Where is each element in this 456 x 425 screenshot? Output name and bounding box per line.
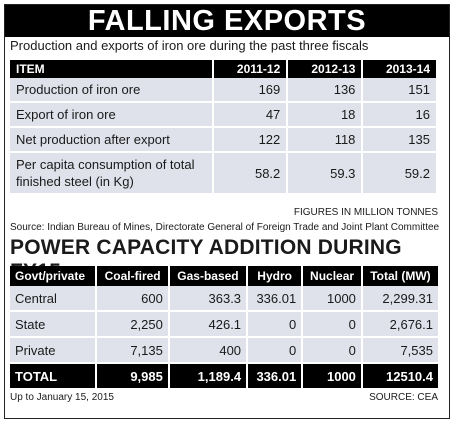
table-row: State 2,250 426.1 0 0 2,676.1 <box>10 312 438 338</box>
cell-value: 12510.4 <box>362 364 438 390</box>
table2-header-coal-fired: Coal-fired <box>97 266 170 286</box>
table2-header-hydro: Hydro <box>248 266 304 286</box>
cell-value: 169 <box>214 78 289 103</box>
table1-header-row: ITEM 2011-12 2012-13 2013-14 <box>10 60 436 78</box>
table1-header-2013-14: 2013-14 <box>363 60 436 78</box>
row-label: Private <box>10 338 98 364</box>
row-label: Production of iron ore <box>10 78 214 103</box>
cell-value: 336.01 <box>248 364 304 390</box>
cell-value: 151 <box>363 78 436 103</box>
row-label: TOTAL <box>10 364 98 390</box>
cell-value: 336.01 <box>248 286 304 312</box>
row-label: State <box>10 312 98 338</box>
cell-value: 400 <box>169 338 249 364</box>
table-row: Net production after export 122 118 135 <box>10 128 436 153</box>
cell-value: 2,250 <box>97 312 170 338</box>
table1-header-2012-13: 2012-13 <box>288 60 364 78</box>
cell-value: 59.3 <box>288 153 364 195</box>
row-label: Export of iron ore <box>10 103 214 128</box>
cell-value: 9,985 <box>97 364 170 390</box>
table2-source: SOURCE: CEA <box>369 392 438 403</box>
cell-value: 0 <box>248 338 304 364</box>
cell-value: 59.2 <box>363 153 436 195</box>
cell-value: 2,299.31 <box>362 286 438 312</box>
table1-header-item: ITEM <box>10 60 214 78</box>
table-row: Production of iron ore 169 136 151 <box>10 78 436 103</box>
table-row: Per capita consumption of total finished… <box>10 153 436 195</box>
table-row: Private 7,135 400 0 0 7,535 <box>10 338 438 364</box>
cell-value: 1,189.4 <box>169 364 249 390</box>
table-row: Export of iron ore 47 18 16 <box>10 103 436 128</box>
row-label: Net production after export <box>10 128 214 153</box>
cell-value: 58.2 <box>214 153 289 195</box>
table-row: Central 600 363.3 336.01 1000 2,299.31 <box>10 286 438 312</box>
cell-value: 47 <box>214 103 289 128</box>
cell-value: 136 <box>288 78 364 103</box>
cell-value: 135 <box>363 128 436 153</box>
cell-value: 16 <box>363 103 436 128</box>
cell-value: 1000 <box>303 286 363 312</box>
cell-value: 0 <box>303 338 363 364</box>
table1-source: Source: Indian Bureau of Mines, Director… <box>10 222 440 233</box>
cell-value: 2,676.1 <box>362 312 438 338</box>
table2-header-row: Govt/private Coal-fired Gas-based Hydro … <box>10 266 438 286</box>
cell-value: 7,135 <box>97 338 170 364</box>
cell-value: 363.3 <box>169 286 249 312</box>
cell-value: 7,535 <box>362 338 438 364</box>
cell-value: 426.1 <box>169 312 249 338</box>
cell-value: 18 <box>288 103 364 128</box>
cell-value: 118 <box>288 128 364 153</box>
row-label: Central <box>10 286 98 312</box>
table1-header-2011-12: 2011-12 <box>214 60 289 78</box>
infographic-frame: FALLING EXPORTS <box>4 4 450 419</box>
table2-header-gas-based: Gas-based <box>169 266 249 286</box>
table2-header-govt-private: Govt/private <box>10 266 98 286</box>
row-label: Per capita consumption of total finished… <box>10 153 214 195</box>
table2-header-nuclear: Nuclear <box>303 266 363 286</box>
table2-note: Up to January 15, 2015 <box>10 392 114 403</box>
cell-value: 0 <box>248 312 304 338</box>
cell-value: 1000 <box>303 364 363 390</box>
table1-subtitle: Production and exports of iron ore durin… <box>10 38 369 53</box>
cell-value: 0 <box>303 312 363 338</box>
cell-value: 122 <box>214 128 289 153</box>
power-capacity-table: Govt/private Coal-fired Gas-based Hydro … <box>10 266 438 390</box>
iron-ore-table: ITEM 2011-12 2012-13 2013-14 Production … <box>10 60 436 195</box>
total-row: TOTAL 9,985 1,189.4 336.01 1000 12510.4 <box>10 364 438 390</box>
page-title: FALLING EXPORTS <box>5 5 449 37</box>
unit-note: FIGURES IN MILLION TONNES <box>293 207 438 218</box>
table2-header-total: Total (MW) <box>362 266 438 286</box>
cell-value: 600 <box>97 286 170 312</box>
